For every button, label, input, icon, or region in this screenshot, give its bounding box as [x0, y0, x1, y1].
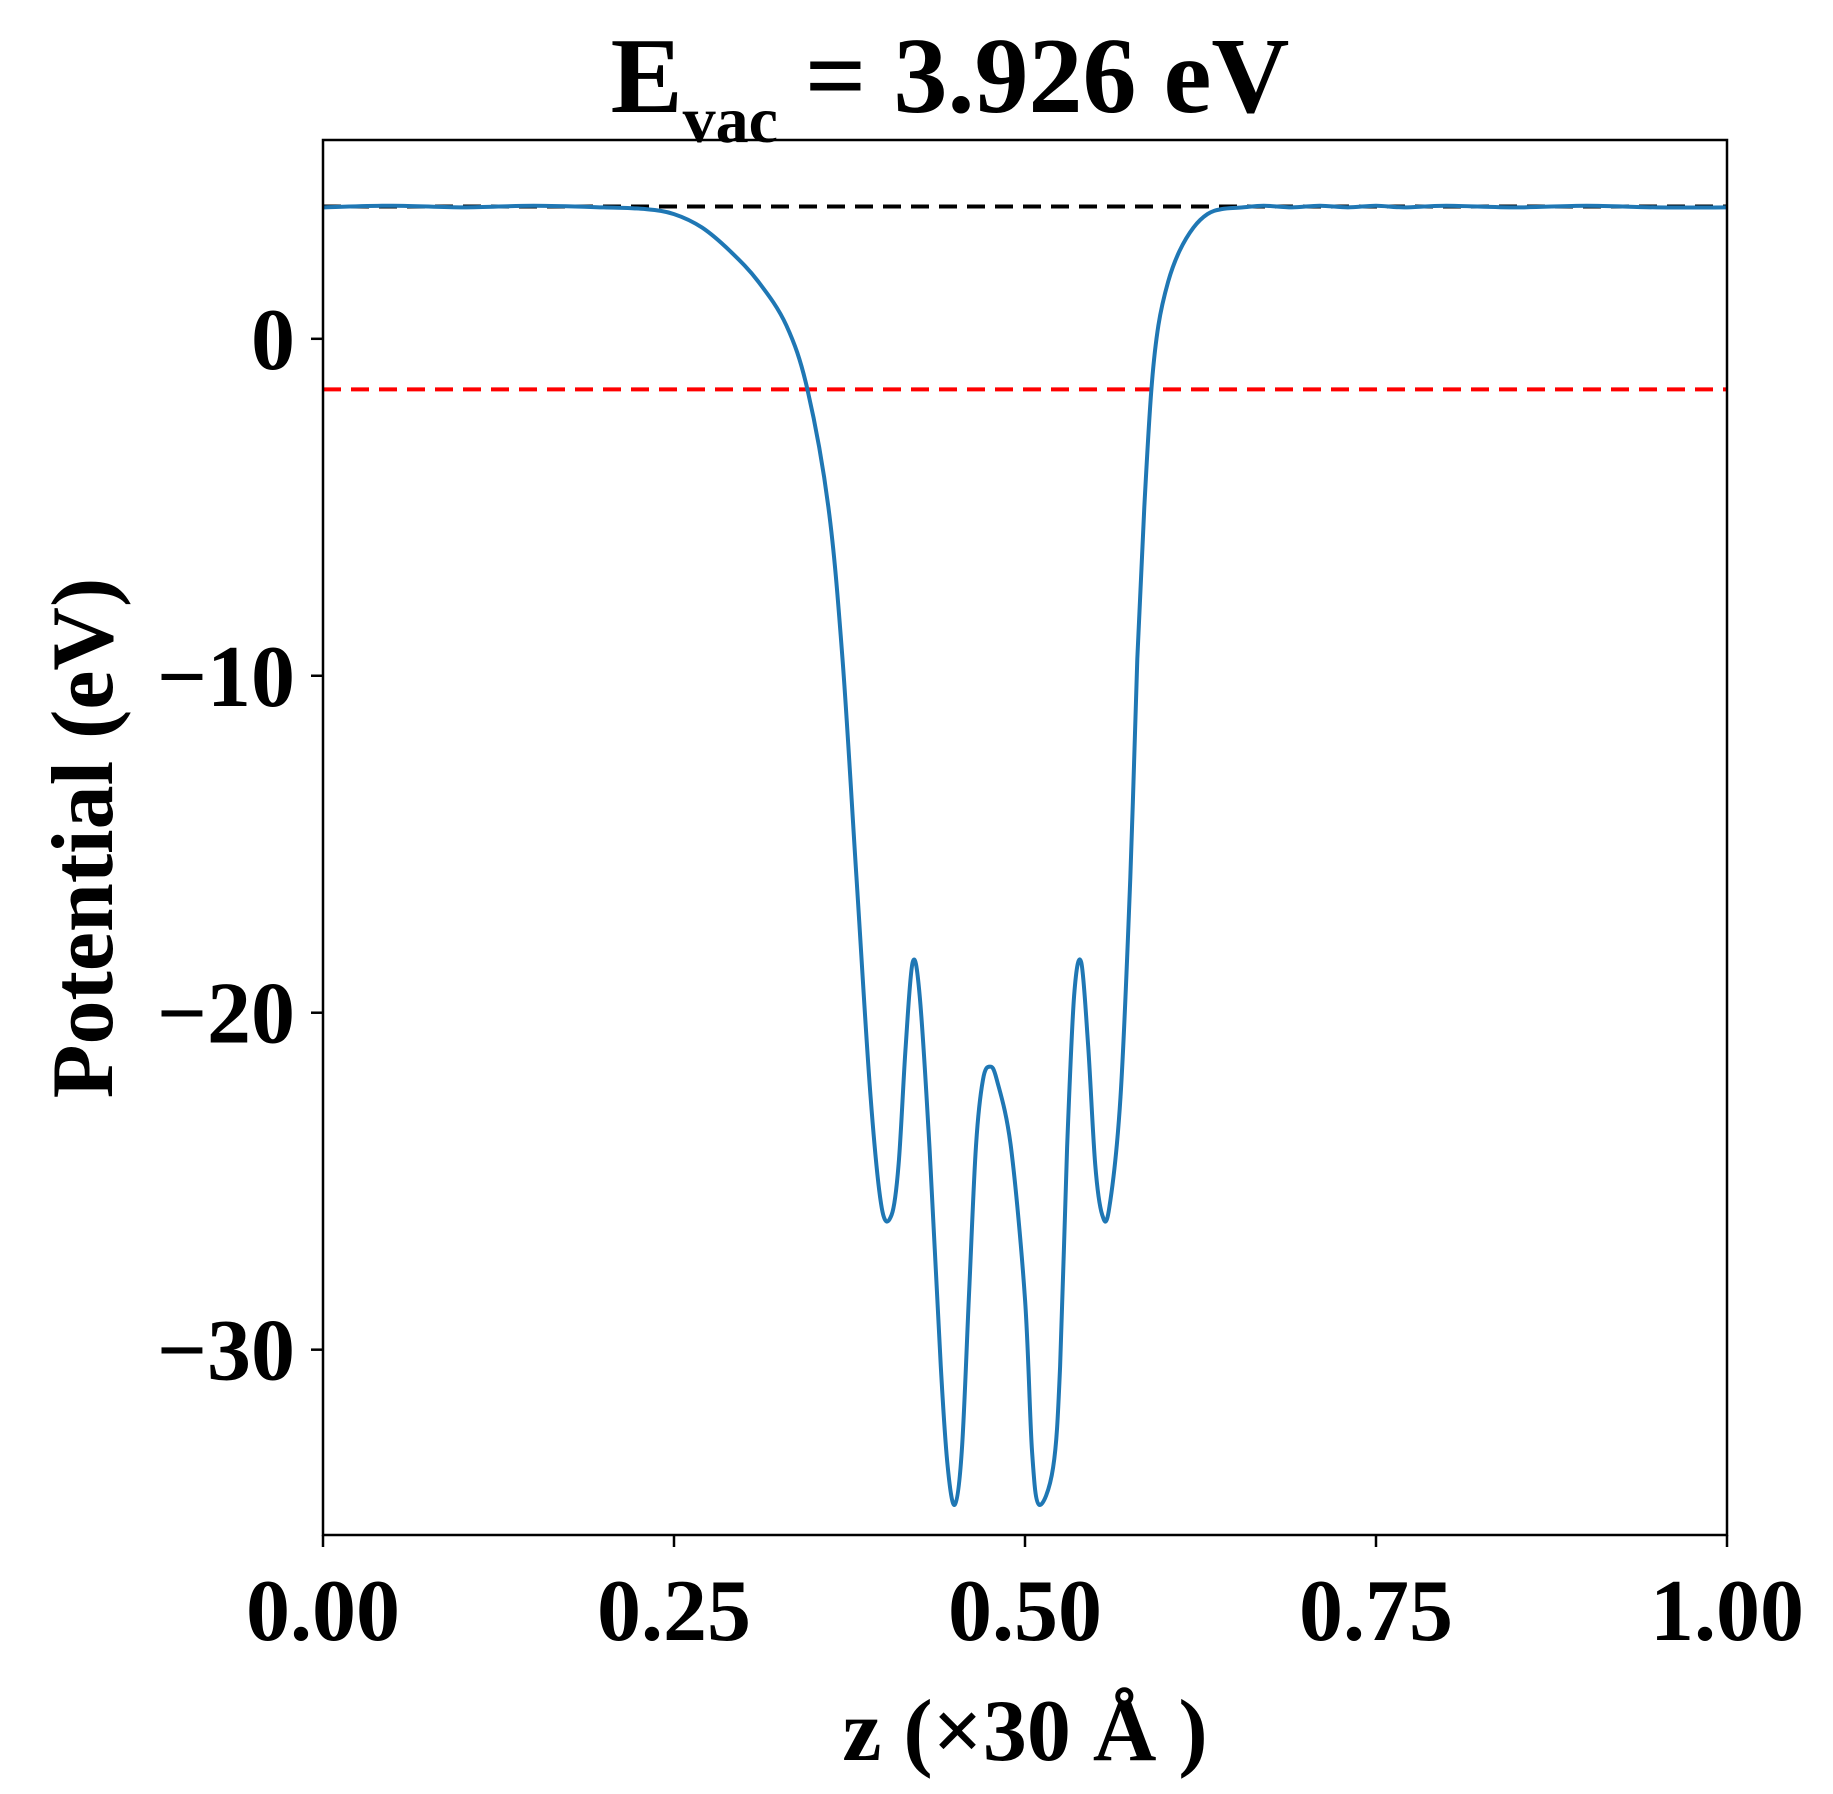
y-tick-label: −10 — [157, 629, 295, 726]
series-group — [322, 203, 1728, 1507]
title-rest: = 3.926 eV — [778, 17, 1289, 136]
title-subscript: vac — [683, 84, 778, 157]
title-main: E — [611, 17, 683, 136]
x-tick-label: 0.75 — [1299, 1563, 1453, 1660]
x-axis-label: z (×30 Å ) — [842, 1683, 1207, 1780]
y-tick-label: −30 — [157, 1303, 295, 1400]
x-tick-label: 0.50 — [948, 1563, 1102, 1660]
y-ticks: 0 −10 −20 −30 — [157, 292, 323, 1400]
reference-lines — [323, 204, 1727, 392]
chart-title: Evac = 3.926 eV — [611, 17, 1290, 157]
x-ticks: 0.00 0.25 0.50 0.75 1.00 — [246, 1535, 1804, 1660]
y-tick-label: −20 — [157, 966, 295, 1063]
x-tick-label: 1.00 — [1650, 1563, 1804, 1660]
x-tick-label: 0.25 — [597, 1563, 751, 1660]
y-tick-label: 0 — [251, 292, 295, 389]
y-axis-label: Potential (eV) — [35, 578, 132, 1098]
x-tick-label: 0.00 — [246, 1563, 400, 1660]
series-line-0 — [322, 203, 1728, 1507]
